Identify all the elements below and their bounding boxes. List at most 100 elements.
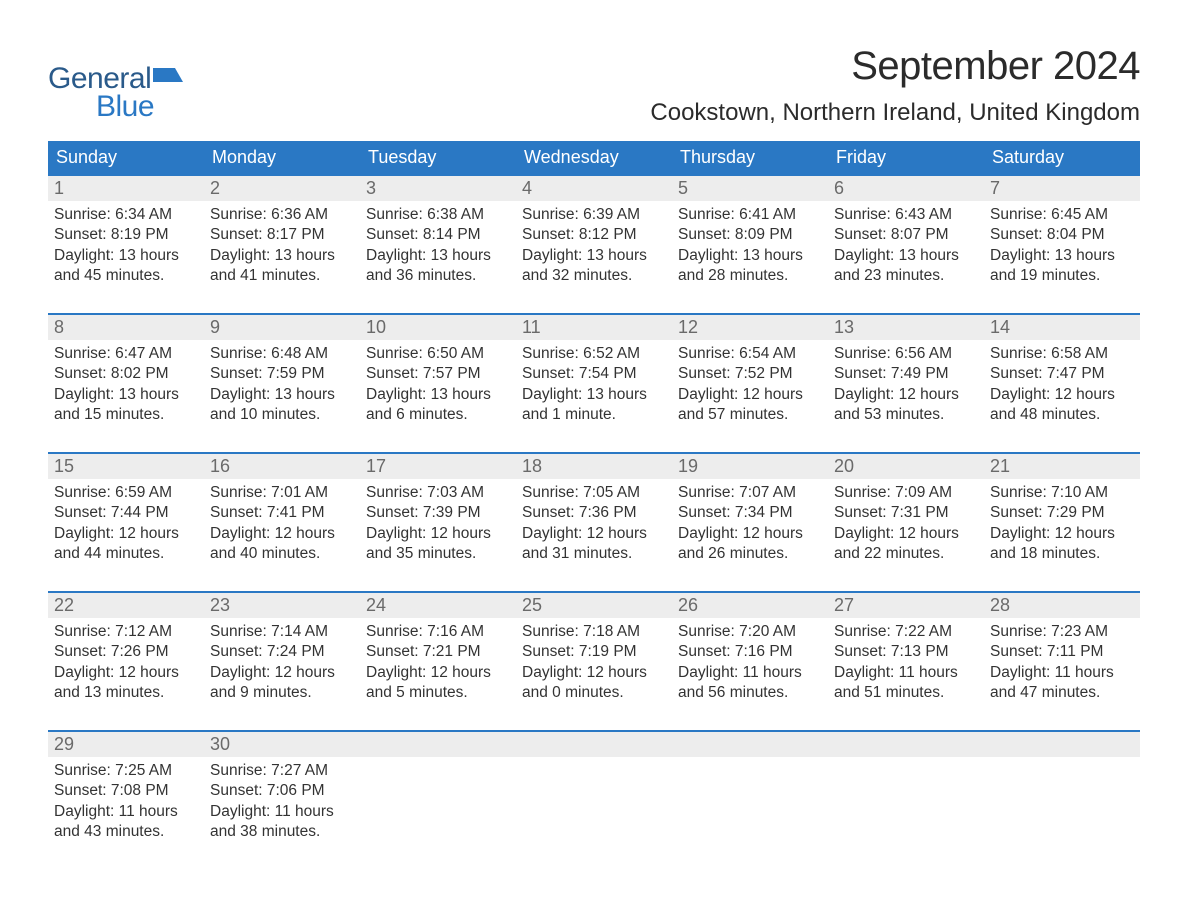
day-number: 12 [672, 315, 828, 340]
day-number: 14 [984, 315, 1140, 340]
week-row: 2930Sunrise: 7:25 AMSunset: 7:08 PMDayli… [48, 730, 1140, 843]
day-cell: Sunrise: 6:50 AMSunset: 7:57 PMDaylight:… [360, 340, 516, 426]
daylight-line: Daylight: 12 hours [990, 385, 1134, 405]
day-cell [828, 757, 984, 843]
daylight-line: and 45 minutes. [54, 266, 198, 286]
dow-cell: Saturday [984, 141, 1140, 174]
dow-cell: Monday [204, 141, 360, 174]
sunrise-line: Sunrise: 7:01 AM [210, 483, 354, 503]
week-row: 1234567Sunrise: 6:34 AMSunset: 8:19 PMDa… [48, 174, 1140, 287]
day-cell: Sunrise: 6:38 AMSunset: 8:14 PMDaylight:… [360, 201, 516, 287]
daylight-line: Daylight: 11 hours [210, 802, 354, 822]
daynum-row: 22232425262728 [48, 593, 1140, 618]
day-cell: Sunrise: 7:20 AMSunset: 7:16 PMDaylight:… [672, 618, 828, 704]
day-content-row: Sunrise: 6:47 AMSunset: 8:02 PM Daylight:… [48, 340, 1140, 426]
daylight-line: and 5 minutes. [366, 683, 510, 703]
sunrise-line: Sunrise: 7:22 AM [834, 622, 978, 642]
daylight-line: and 13 minutes. [54, 683, 198, 703]
daylight-line: Daylight: 11 hours [54, 802, 198, 822]
dow-cell: Sunday [48, 141, 204, 174]
sunrise-line: Sunrise: 6:50 AM [366, 344, 510, 364]
daylight-line: and 36 minutes. [366, 266, 510, 286]
daylight-line: Daylight: 11 hours [834, 663, 978, 683]
day-cell: Sunrise: 7:16 AMSunset: 7:21 PMDaylight:… [360, 618, 516, 704]
sunrise-line: Sunrise: 6:59 AM [54, 483, 198, 503]
sunrise-line: Sunrise: 7:07 AM [678, 483, 822, 503]
day-number: 19 [672, 454, 828, 479]
daylight-line: and 9 minutes. [210, 683, 354, 703]
sunset-line: Sunset: 8:12 PM [522, 225, 666, 245]
month-title: September 2024 [650, 44, 1140, 89]
day-cell: Sunrise: 7:12 AMSunset: 7:26 PMDaylight:… [48, 618, 204, 704]
daylight-line: Daylight: 13 hours [990, 246, 1134, 266]
day-cell: Sunrise: 6:36 AMSunset: 8:17 PMDaylight:… [204, 201, 360, 287]
sunrise-line: Sunrise: 6:56 AM [834, 344, 978, 364]
day-cell: Sunrise: 7:23 AMSunset: 7:11 PMDaylight:… [984, 618, 1140, 704]
sunrise-line: Sunrise: 6:45 AM [990, 205, 1134, 225]
day-number: 26 [672, 593, 828, 618]
day-number: 6 [828, 176, 984, 201]
daylight-line: and 28 minutes. [678, 266, 822, 286]
day-number: 17 [360, 454, 516, 479]
sunrise-line: Sunrise: 7:25 AM [54, 761, 198, 781]
day-cell [360, 757, 516, 843]
daylight-line: Daylight: 13 hours [522, 385, 666, 405]
day-number: 10 [360, 315, 516, 340]
day-number [828, 732, 984, 757]
day-cell: Sunrise: 6:43 AMSunset: 8:07 PMDaylight:… [828, 201, 984, 287]
day-number [984, 732, 1140, 757]
sunrise-line: Sunrise: 6:47 AM [54, 344, 198, 364]
sunset-line: Sunset: 8:02 PM [54, 364, 198, 384]
daylight-line: and 41 minutes. [210, 266, 354, 286]
week-row: 891011121314Sunrise: 6:47 AMSunset: 8:02… [48, 313, 1140, 426]
day-cell: Sunrise: 7:27 AMSunset: 7:06 PMDaylight:… [204, 757, 360, 843]
sunset-line: Sunset: 7:52 PM [678, 364, 822, 384]
sunset-line: Sunset: 7:31 PM [834, 503, 978, 523]
day-number: 2 [204, 176, 360, 201]
day-cell: Sunrise: 6:39 AMSunset: 8:12 PMDaylight:… [516, 201, 672, 287]
day-number: 20 [828, 454, 984, 479]
sunset-line: Sunset: 7:57 PM [366, 364, 510, 384]
daylight-line: Daylight: 13 hours [366, 246, 510, 266]
daylight-line: Daylight: 12 hours [522, 524, 666, 544]
brand-logo: General Blue [48, 44, 183, 124]
daylight-line: Daylight: 12 hours [366, 524, 510, 544]
day-number: 11 [516, 315, 672, 340]
day-cell [516, 757, 672, 843]
sunset-line: Sunset: 7:13 PM [834, 642, 978, 662]
weeks-container: 1234567Sunrise: 6:34 AMSunset: 8:19 PMDa… [48, 174, 1140, 843]
daylight-line: Daylight: 12 hours [522, 663, 666, 683]
sunrise-line: Sunrise: 6:54 AM [678, 344, 822, 364]
day-cell: Sunrise: 6:48 AMSunset: 7:59 PMDaylight:… [204, 340, 360, 426]
sunset-line: Sunset: 7:59 PM [210, 364, 354, 384]
daylight-line: Daylight: 11 hours [678, 663, 822, 683]
sunrise-line: Sunrise: 7:14 AM [210, 622, 354, 642]
dow-header-row: Sunday Monday Tuesday Wednesday Thursday… [48, 141, 1140, 174]
dow-cell: Tuesday [360, 141, 516, 174]
daylight-line: and 31 minutes. [522, 544, 666, 564]
daylight-line: and 18 minutes. [990, 544, 1134, 564]
daylight-line: Daylight: 13 hours [210, 246, 354, 266]
sunset-line: Sunset: 7:39 PM [366, 503, 510, 523]
day-cell: Sunrise: 6:58 AMSunset: 7:47 PMDaylight:… [984, 340, 1140, 426]
daylight-line: Daylight: 12 hours [210, 524, 354, 544]
sunset-line: Sunset: 7:08 PM [54, 781, 198, 801]
week-row: 15161718192021Sunrise: 6:59 AMSunset: 7:… [48, 452, 1140, 565]
sunrise-line: Sunrise: 7:18 AM [522, 622, 666, 642]
day-cell [984, 757, 1140, 843]
sunset-line: Sunset: 7:16 PM [678, 642, 822, 662]
daylight-line: Daylight: 12 hours [834, 385, 978, 405]
day-cell: Sunrise: 7:22 AMSunset: 7:13 PMDaylight:… [828, 618, 984, 704]
daylight-line: Daylight: 12 hours [990, 524, 1134, 544]
day-cell: Sunrise: 6:34 AMSunset: 8:19 PMDaylight:… [48, 201, 204, 287]
daylight-line: and 22 minutes. [834, 544, 978, 564]
sunrise-line: Sunrise: 7:10 AM [990, 483, 1134, 503]
day-cell: Sunrise: 6:52 AMSunset: 7:54 PMDaylight:… [516, 340, 672, 426]
sunset-line: Sunset: 7:06 PM [210, 781, 354, 801]
dow-cell: Friday [828, 141, 984, 174]
daylight-line: and 35 minutes. [366, 544, 510, 564]
day-number: 28 [984, 593, 1140, 618]
sunrise-line: Sunrise: 6:43 AM [834, 205, 978, 225]
daylight-line: Daylight: 13 hours [210, 385, 354, 405]
daylight-line: and 23 minutes. [834, 266, 978, 286]
